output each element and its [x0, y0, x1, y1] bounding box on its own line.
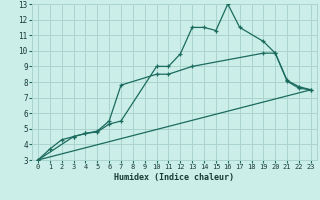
- X-axis label: Humidex (Indice chaleur): Humidex (Indice chaleur): [115, 173, 234, 182]
